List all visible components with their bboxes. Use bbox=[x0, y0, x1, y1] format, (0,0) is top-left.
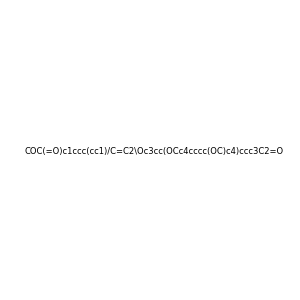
Text: COC(=O)c1ccc(cc1)/C=C2\Oc3cc(OCc4cccc(OC)c4)ccc3C2=O: COC(=O)c1ccc(cc1)/C=C2\Oc3cc(OCc4cccc(OC… bbox=[24, 147, 283, 156]
